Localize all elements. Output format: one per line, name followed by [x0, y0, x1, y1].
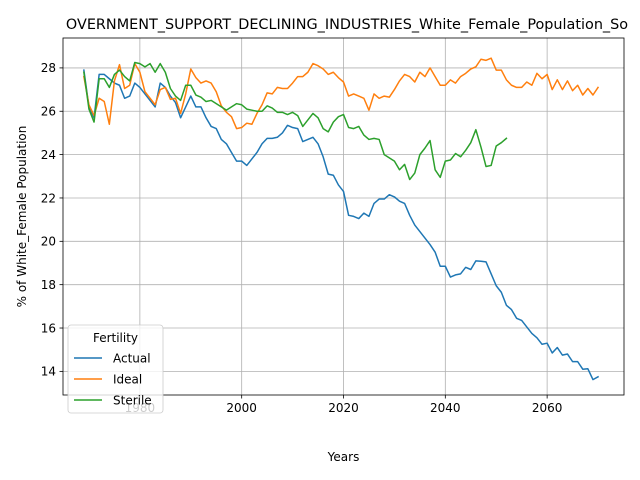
- series-line-sterile: [83, 61, 508, 181]
- series-lines: [82, 57, 600, 381]
- y-tick-label: 26: [41, 105, 56, 119]
- series-line-ideal: [82, 57, 600, 130]
- chart-title: OVERNMENT_SUPPORT_DECLINING_INDUSTRIES_W…: [66, 17, 628, 33]
- legend-box: [67, 324, 164, 414]
- legend-label-actual: Actual: [113, 351, 151, 365]
- series-line-actual: [83, 69, 600, 381]
- x-tick-label: 2020: [328, 401, 359, 415]
- legend-title: Fertility: [93, 331, 138, 345]
- legend-label-ideal: Ideal: [113, 372, 142, 386]
- x-tick-label: 2000: [226, 401, 257, 415]
- y-tick-label: 16: [41, 321, 56, 335]
- legend-label-sterile: Sterile: [113, 393, 152, 407]
- legend-items: Actual Ideal Sterile: [74, 351, 152, 407]
- y-tick-label: 28: [41, 61, 56, 75]
- x-tick-label: 2060: [532, 401, 563, 415]
- legend: Fertility Actual Ideal Sterile: [67, 324, 164, 414]
- y-tick-label: 14: [41, 365, 56, 379]
- x-axis-label: Years: [327, 450, 360, 464]
- y-tick-label: 22: [41, 191, 56, 205]
- y-tick-label: 20: [41, 235, 56, 249]
- y-tick-label: 24: [41, 148, 56, 162]
- x-axis-ticks: 19802000202020402060: [125, 395, 563, 415]
- x-tick-label: 2040: [430, 401, 461, 415]
- y-axis-label: % of White_Female Population: [15, 126, 29, 308]
- y-axis-ticks: 14 16 18 20 22 24 26 28: [41, 61, 63, 379]
- y-tick-label: 18: [41, 278, 56, 292]
